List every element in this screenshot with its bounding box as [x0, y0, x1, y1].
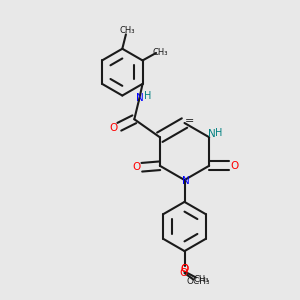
Text: O: O: [180, 263, 189, 274]
Text: =: =: [185, 116, 195, 126]
Text: O: O: [180, 268, 188, 278]
Text: N: N: [182, 176, 189, 186]
Text: N: N: [136, 93, 144, 103]
Text: CH₃: CH₃: [153, 47, 168, 56]
Text: O: O: [230, 161, 238, 171]
Text: O: O: [180, 264, 189, 274]
Text: N: N: [208, 129, 215, 139]
Text: H: H: [143, 91, 151, 101]
Text: OCH₃: OCH₃: [187, 277, 210, 286]
Text: O: O: [132, 162, 140, 172]
Text: CH₃: CH₃: [193, 274, 209, 284]
Text: O: O: [110, 123, 118, 133]
Text: H: H: [215, 128, 223, 138]
Text: CH₃: CH₃: [119, 26, 135, 35]
